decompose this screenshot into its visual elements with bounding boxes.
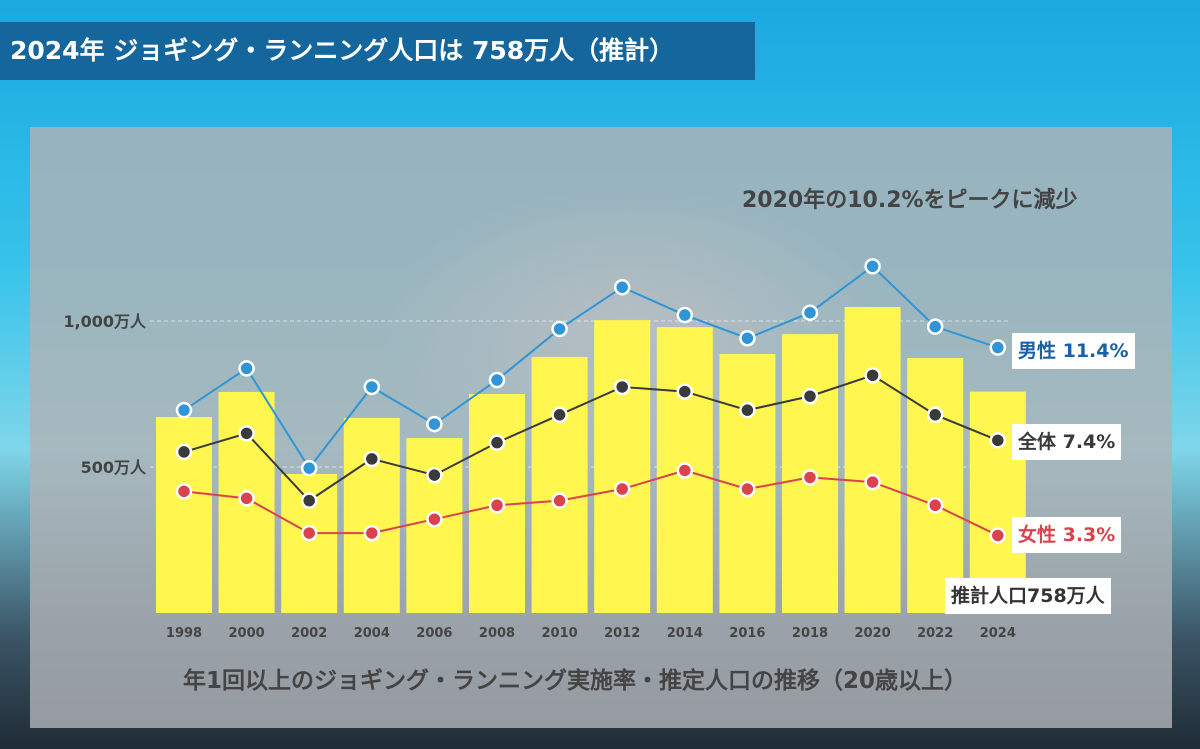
point-男性-2002 <box>300 459 318 477</box>
point-女性-2024 <box>989 527 1007 544</box>
point-全体-2012 <box>613 378 631 396</box>
point-全体-2022 <box>926 406 944 424</box>
point-女性-2016 <box>739 480 756 498</box>
point-女性-2000 <box>238 490 255 507</box>
chart-annotation: 2020年の10.2%をピークに減少 <box>742 188 1078 213</box>
point-男性-2024 <box>989 339 1007 356</box>
bar-2004 <box>343 417 400 613</box>
y-tick-label: 1,000万人 <box>63 312 147 331</box>
point-男性-2008 <box>488 371 506 389</box>
x-tick-label: 2004 <box>354 626 390 641</box>
point-女性-2010 <box>551 492 568 509</box>
point-女性-2020 <box>864 473 881 491</box>
point-女性-1998 <box>175 483 193 500</box>
point-男性-2016 <box>739 329 756 347</box>
population-end-label: 推計人口758万人 <box>945 578 1111 614</box>
x-tick-label: 1998 <box>166 626 202 641</box>
point-全体-2002 <box>300 492 318 509</box>
point-女性-2022 <box>926 497 944 514</box>
point-男性-2000 <box>238 360 255 377</box>
x-tick-label: 2016 <box>729 626 765 641</box>
bar-2022 <box>907 358 964 613</box>
x-tick-label: 2002 <box>291 626 327 641</box>
point-男性-2018 <box>801 304 819 321</box>
point-全体-1998 <box>175 443 193 461</box>
point-全体-2000 <box>238 425 255 442</box>
point-女性-2002 <box>300 524 318 542</box>
x-tick-label: 2024 <box>980 626 1016 641</box>
x-tick-label: 2018 <box>792 626 828 641</box>
total-end-label: 全体 7.4% <box>1012 424 1122 460</box>
x-tick-label: 2022 <box>917 626 953 641</box>
male-end-label: 男性 11.4% <box>1012 333 1135 369</box>
point-全体-2006 <box>426 466 443 484</box>
x-tick-label: 2006 <box>416 626 452 641</box>
point-女性-2018 <box>801 469 819 486</box>
point-男性-2006 <box>426 415 443 433</box>
point-女性-2004 <box>363 524 381 542</box>
point-男性-2014 <box>676 306 694 324</box>
point-男性-2022 <box>926 318 944 335</box>
point-女性-2014 <box>676 462 694 479</box>
point-男性-2020 <box>864 258 881 275</box>
line-男性 <box>183 265 999 470</box>
point-全体-2024 <box>989 432 1007 449</box>
point-男性-2010 <box>551 320 568 338</box>
bar-2012 <box>594 320 651 613</box>
point-全体-2010 <box>551 406 568 424</box>
point-全体-2014 <box>676 383 694 400</box>
point-男性-2012 <box>613 278 631 296</box>
point-男性-2004 <box>363 378 381 396</box>
point-全体-2008 <box>488 434 506 451</box>
x-tick-label: 2012 <box>604 626 640 641</box>
x-tick-label: 2020 <box>855 626 891 641</box>
page-title: 2024年 ジョギング・ランニング人口は 758万人（推計） <box>0 22 755 80</box>
bar-2010 <box>531 356 588 613</box>
bar-2020 <box>844 306 901 613</box>
point-女性-2012 <box>613 480 631 498</box>
point-男性-1998 <box>175 401 193 419</box>
line-全体 <box>183 374 999 502</box>
y-tick-label: 500万人 <box>81 458 147 477</box>
point-女性-2008 <box>488 497 506 514</box>
x-tick-label: 2008 <box>479 626 515 641</box>
female-end-label: 女性 3.3% <box>1012 517 1122 553</box>
point-全体-2016 <box>739 401 756 419</box>
point-全体-2020 <box>864 367 881 384</box>
x-tick-label: 2010 <box>542 626 578 641</box>
chart-caption: 年1回以上のジョギング・ランニング実施率・推定人口の推移（20歳以上） <box>182 668 967 694</box>
x-tick-label: 2014 <box>667 626 703 641</box>
point-全体-2018 <box>801 387 819 405</box>
line-女性 <box>183 469 999 537</box>
point-女性-2006 <box>426 510 443 528</box>
point-全体-2004 <box>363 450 381 468</box>
x-tick-label: 2000 <box>229 626 265 641</box>
